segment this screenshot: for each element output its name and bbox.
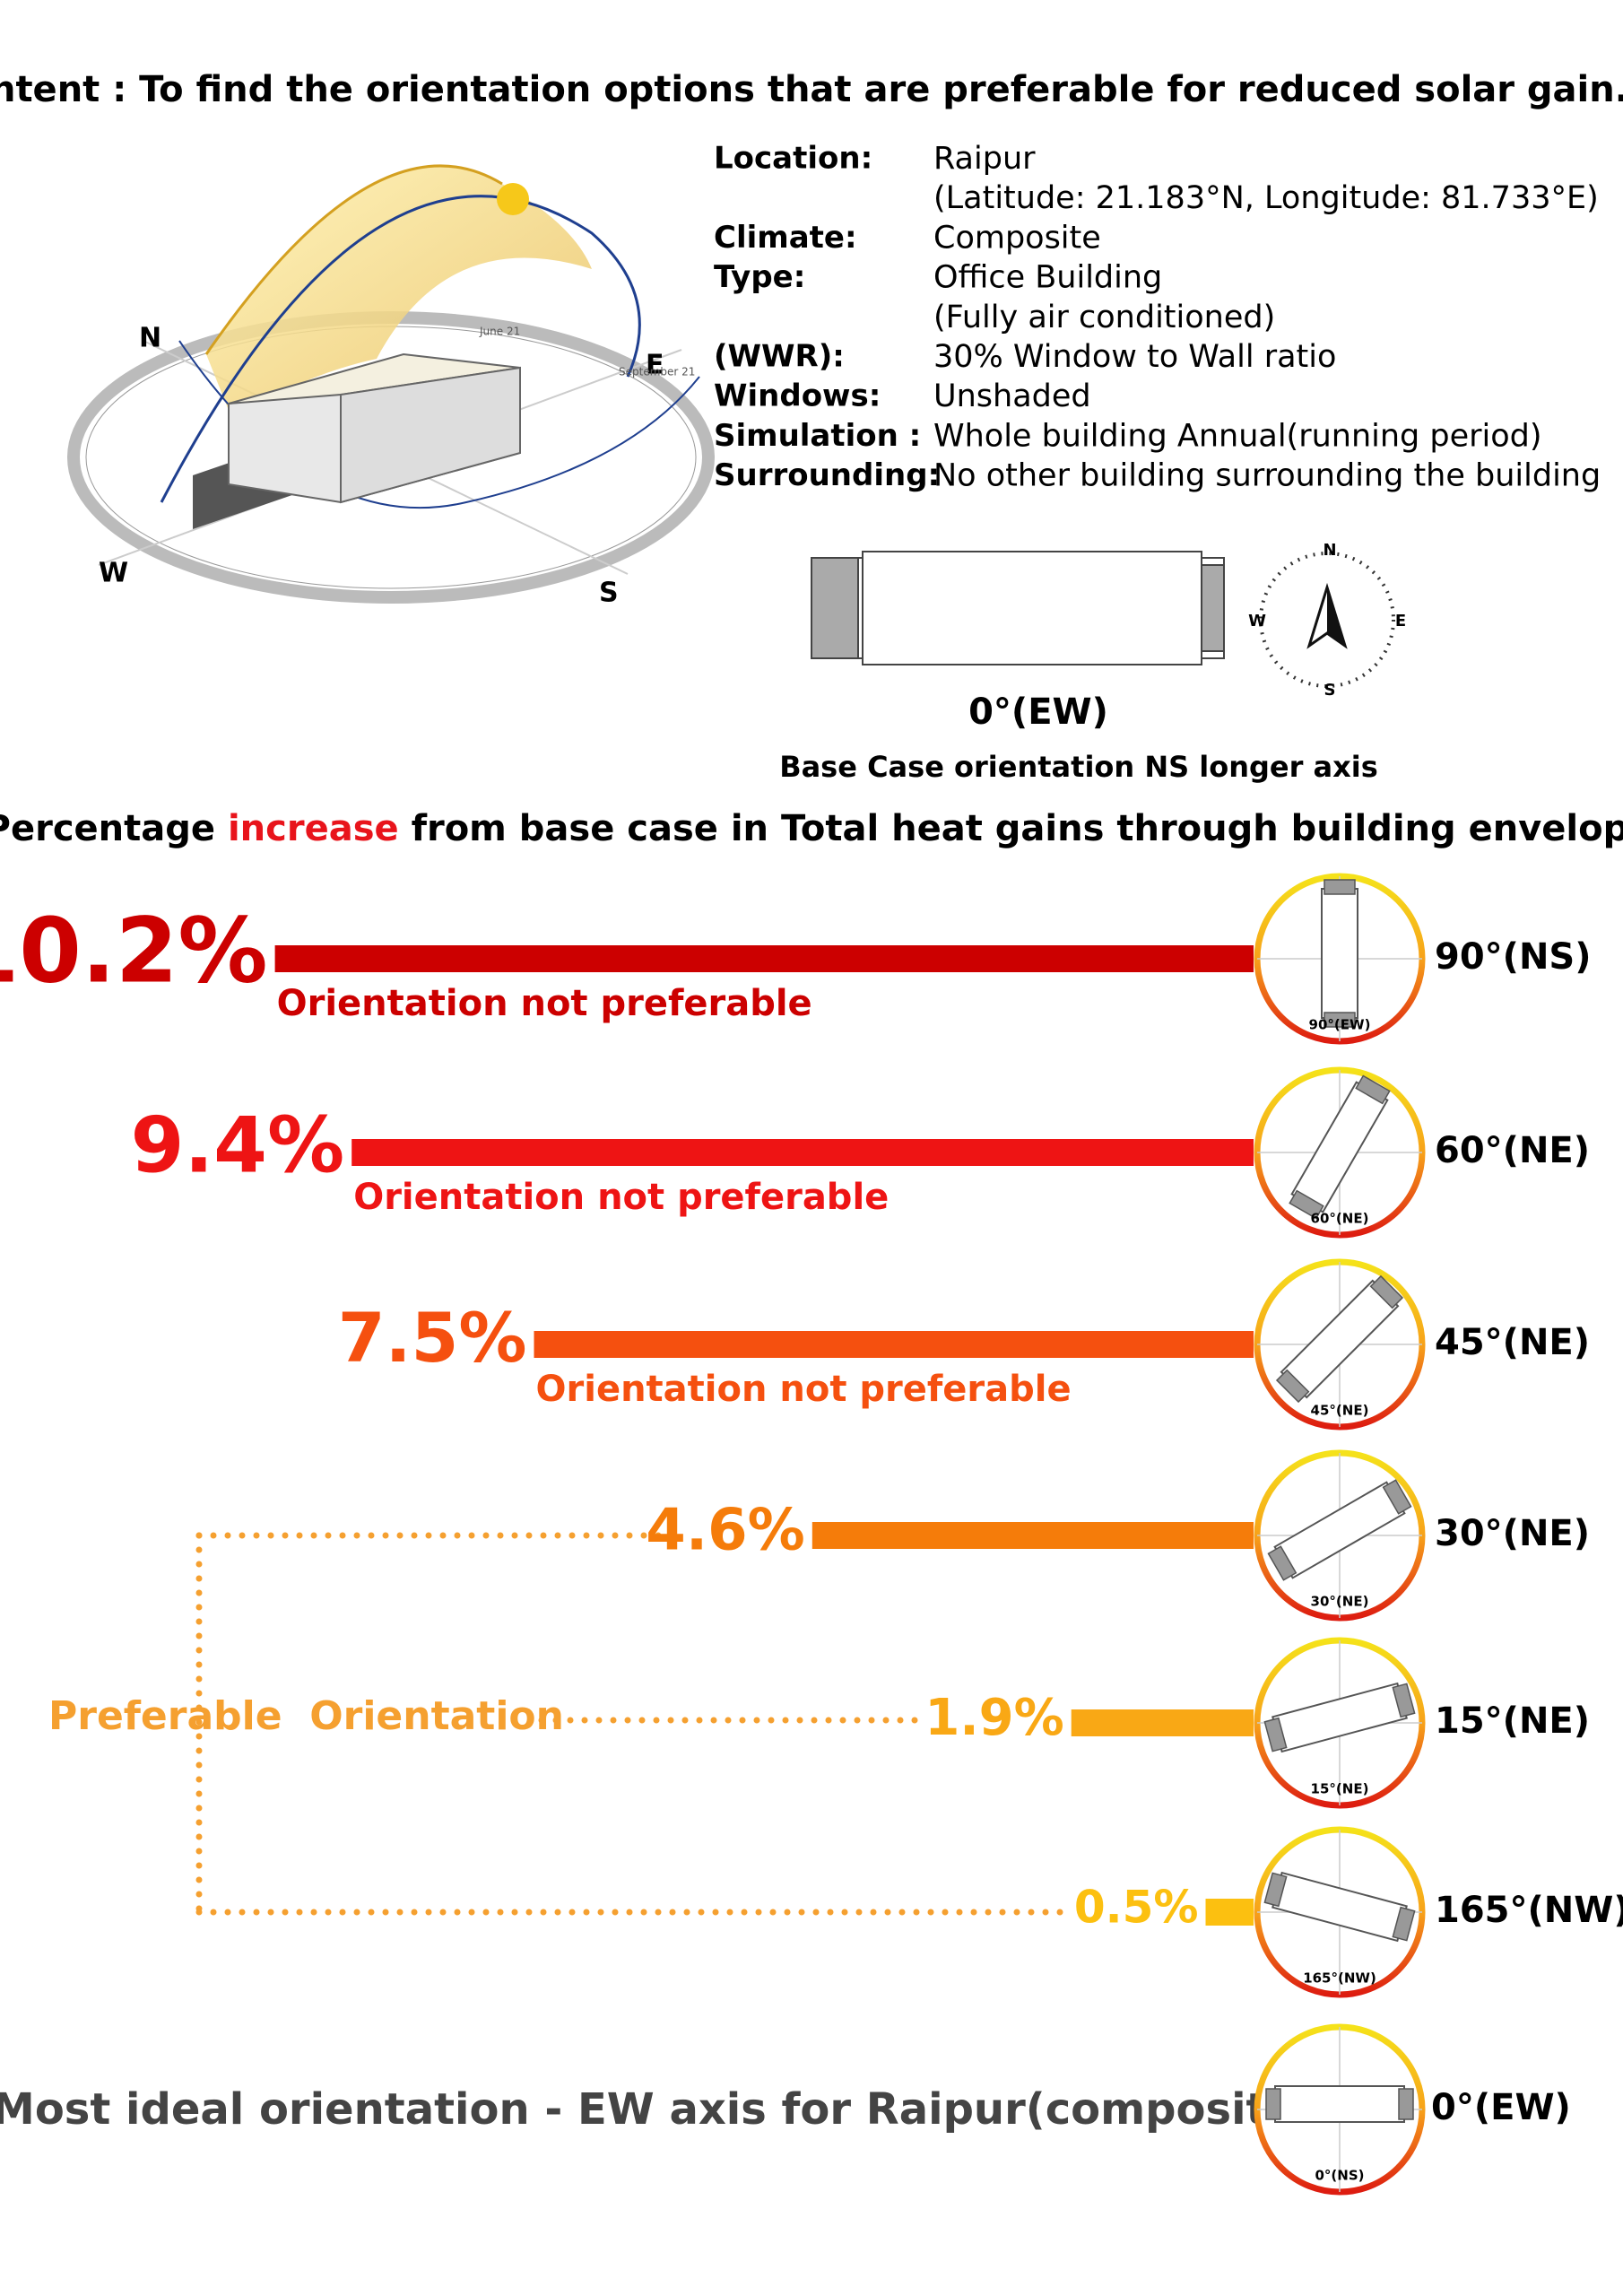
building-plan xyxy=(1275,1274,1404,1404)
bar xyxy=(534,1331,1254,1358)
info-value: (Latitude: 21.183°N, Longitude: 81.733°E… xyxy=(933,180,1599,216)
info-label: (WWR): xyxy=(714,339,845,375)
base-orientation: 0°(EW) xyxy=(968,691,1108,733)
info-label: Windows: xyxy=(714,378,881,414)
info-label: Location: xyxy=(714,141,872,177)
compass-label: E xyxy=(1395,612,1406,631)
category-label: 90°(NS) xyxy=(1435,936,1592,978)
building-end xyxy=(1324,879,1356,895)
bar xyxy=(274,945,1254,972)
circle-label: 45°(NE) xyxy=(1311,1403,1369,1419)
building-end xyxy=(1369,1274,1404,1309)
note: Orientation not preferable xyxy=(536,1369,1072,1410)
bar xyxy=(352,1139,1254,1166)
date-label: June 21 xyxy=(479,326,520,338)
info-label: Type: xyxy=(714,259,805,295)
info-label: Simulation : xyxy=(714,418,921,454)
info-value: 30% Window to Wall ratio xyxy=(933,339,1336,375)
circle-label: 90°(EW) xyxy=(1309,1017,1371,1033)
building-end xyxy=(1267,1545,1298,1581)
base-caption: Base Case orientation NS longer axis xyxy=(779,750,1378,784)
building-end xyxy=(1263,1717,1288,1752)
building-plan xyxy=(1265,2085,1414,2123)
bar xyxy=(812,1522,1254,1549)
building-plan xyxy=(1263,1871,1416,1943)
building-end xyxy=(1289,1189,1324,1220)
circle-label: 0°(NS) xyxy=(1315,2168,1364,2184)
info-value: Raipur xyxy=(933,141,1036,177)
value-label: 0.5% xyxy=(1074,1882,1199,1934)
building-body xyxy=(1274,2085,1405,2123)
building-end xyxy=(1392,1906,1416,1942)
category-label: 0°(EW) xyxy=(1431,2087,1571,2128)
circle-label: 165°(NW) xyxy=(1303,1970,1376,1987)
building-plan xyxy=(1289,1074,1391,1220)
orientation-circle: 30°(NE) xyxy=(1254,1449,1426,1622)
building-end xyxy=(1263,1872,1288,1908)
info-label: Surrounding: xyxy=(714,457,940,493)
category-label: 60°(NE) xyxy=(1435,1130,1590,1171)
info-value: Whole building Annual(running period) xyxy=(933,418,1542,454)
title-highlight: increase xyxy=(228,808,399,849)
orientation-circle: 60°(NE) xyxy=(1254,1066,1426,1239)
orientation-circle: 165°(NW) xyxy=(1254,1826,1426,1998)
page-title: Intent : To find the orientation options… xyxy=(0,69,1623,110)
orientation-circle: 45°(NE) xyxy=(1254,1258,1426,1431)
building-plan xyxy=(1321,879,1358,1028)
ideal-text: Most ideal orientation - EW axis for Rai… xyxy=(0,2084,1315,2135)
title-part: from base case in Total heat gains throu… xyxy=(399,808,1623,849)
category-label: 165°(NW) xyxy=(1435,1890,1623,1931)
building-end xyxy=(1265,2088,1281,2120)
building-plan xyxy=(1267,1479,1412,1581)
info-value: (Fully air conditioned) xyxy=(933,300,1275,335)
info-value: Composite xyxy=(933,220,1101,256)
circle-label: 15°(NE) xyxy=(1311,1781,1369,1797)
title-part: Percentage xyxy=(0,808,228,849)
building-end xyxy=(1382,1479,1412,1515)
building-end xyxy=(1398,2088,1414,2120)
info-label: Climate: xyxy=(714,220,857,256)
category-label: 15°(NE) xyxy=(1435,1700,1590,1742)
building-end xyxy=(1324,1012,1356,1028)
compass-label: S xyxy=(1324,681,1336,700)
direction-label: W xyxy=(99,558,128,589)
circle-label: 60°(NE) xyxy=(1311,1211,1369,1227)
base-case-plan xyxy=(811,551,1395,688)
info-value: No other building surrounding the buildi… xyxy=(933,458,1601,494)
circle-label: 30°(NE) xyxy=(1311,1594,1369,1610)
bar xyxy=(1205,1899,1254,1926)
direction-label: S xyxy=(599,578,619,609)
value-label: 1.9% xyxy=(924,1689,1063,1747)
value-label: 10.2% xyxy=(0,898,268,1003)
info-block: Location: Raipur(Latitude: 21.183°N, Long… xyxy=(714,141,1601,494)
category-label: 45°(NE) xyxy=(1435,1322,1590,1363)
note: Orientation not preferable xyxy=(353,1177,889,1218)
date-label: September 21 xyxy=(619,366,695,378)
direction-label: E xyxy=(646,350,664,381)
orientation-circle: 0°(NS) xyxy=(1254,2023,1426,2196)
orientation-circle: 90°(EW) xyxy=(1254,873,1426,1045)
info-value: Unshaded xyxy=(933,378,1091,414)
info-value: Office Building xyxy=(933,260,1162,296)
sun-path-diagram: N E W S June 21 September 21 xyxy=(67,164,715,609)
category-label: 30°(NE) xyxy=(1435,1513,1590,1554)
compass-label: W xyxy=(1248,612,1266,631)
chart-title: Percentage increase from base case in To… xyxy=(0,808,1623,849)
value-label: 9.4% xyxy=(131,1100,345,1190)
building-end xyxy=(1275,1369,1310,1404)
direction-label: N xyxy=(139,323,161,354)
building-end xyxy=(1392,1683,1416,1718)
preferable-bracket xyxy=(195,1532,1071,1916)
preferable-label: Preferable Orientation xyxy=(48,1693,564,1739)
building-end xyxy=(1355,1074,1391,1105)
building-body xyxy=(1321,888,1358,1019)
building-plan xyxy=(1263,1682,1416,1753)
bar xyxy=(1071,1709,1254,1736)
value-label: 4.6% xyxy=(646,1498,805,1564)
note: Orientation not preferable xyxy=(277,983,812,1024)
orientation-circle: 15°(NE) xyxy=(1254,1637,1426,1809)
compass-label: N xyxy=(1323,541,1336,560)
value-label: 7.5% xyxy=(338,1298,527,1378)
